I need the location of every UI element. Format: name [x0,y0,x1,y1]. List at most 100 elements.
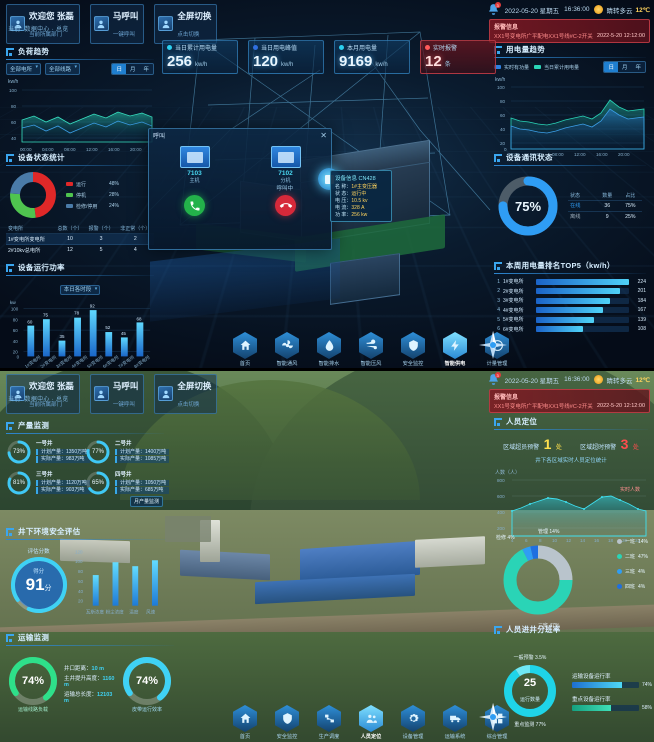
alarm-banner[interactable]: 报警信息 XX1号变电所广平配电XX1号线#C-2开关 2022-5-20 12… [489,389,650,413]
range-segmented[interactable]: 日 月 年 [603,61,646,73]
online-rate-title: 设备通讯状态 [506,153,553,162]
account-chip-1[interactable]: 马呼叫 一键呼叫 [89,4,145,44]
kpi-card-daily-usage[interactable]: 当日累计用电量 256 kw/h [162,40,238,74]
vehicle-bar-row: 运输设备运行率 74% [572,672,652,688]
widget-title: 设备通讯状态 [494,152,646,163]
nav-item-home[interactable]: 首页 [228,332,262,367]
nav-item-personnel[interactable]: 人员定位 [354,705,388,740]
personnel-chart: 人数（人） 800 600 400 200 实时人数 4 6 [495,469,647,543]
account-chip-0[interactable]: 欢迎您 张磊 当前所属部门 [6,374,80,414]
account-chip-2[interactable]: 全屏切换 点击切换 [154,374,218,414]
legend-label: 四班 [624,584,635,590]
bar-series: 60 75 35 78 92 52 45 68 [27,304,144,357]
range-month[interactable]: 月 [125,64,140,74]
header-time: 16:36:00 [564,6,590,13]
nav-item-compressed-air[interactable]: 智能压风 [354,332,388,367]
rank-value: 139 [637,316,646,323]
table-row[interactable]: 离线 9 25% [568,210,642,222]
nav-label: 安全监控 [402,361,424,367]
svg-text:40: 40 [500,127,506,132]
answer-call-button[interactable] [184,195,205,216]
nav-item-equipment[interactable]: 设备管理 [396,705,430,740]
nav-item-drainage[interactable]: 智能排水 [312,332,346,367]
call-endpoint-right[interactable]: 7102 分机 [270,146,301,184]
rank-row[interactable]: 4 4#变电所 167 [494,307,646,314]
range-year[interactable]: 年 [139,64,153,74]
kpi-unit: kw/h [281,62,294,68]
notification-bell-icon[interactable]: 3 [487,2,501,16]
team-bottom-label: 三班 47% [538,623,560,629]
range-month[interactable]: 月 [617,62,632,72]
output-gauge-2[interactable]: 81% 三号井 计划产量：1120万吨 实际产量：903万吨 [6,470,90,496]
title-marker-icon [6,527,14,536]
close-icon[interactable]: ✕ [320,130,327,140]
filter-line[interactable]: 全部线路 [45,63,81,75]
svg-text:40: 40 [11,136,17,141]
account-chip-0[interactable]: 欢迎您 张磊 当前所属部门 [6,4,80,44]
output-gauge-0[interactable]: 73% 一号井 计划产量：1350万吨 实际产量：983万吨 [6,439,91,465]
top-dashboard-panel: 欢迎您 张磊 当前所属部门 马呼叫 一键呼叫 全屏切换 [0,0,654,369]
office-building [415,536,485,568]
kpi-card-realtime-alarms[interactable]: 实时报警 12 条 [420,40,496,74]
svg-text:200: 200 [497,526,505,531]
rank-value: 167 [637,307,646,313]
rank-row[interactable]: 3 3#变电所 184 [494,297,646,304]
table-row[interactable]: 2#10kv总电所 12 5 4 [6,244,154,255]
gauge-pct: 65% [91,480,104,486]
title-rule [6,59,154,60]
svg-text:16:00: 16:00 [108,147,120,152]
call-endpoint-left[interactable]: 7103 主机 [179,146,210,184]
range-day[interactable]: 日 [112,64,126,74]
kpi-card-daily-peak[interactable]: 当日用电峰值 120 kw/h [248,40,324,74]
notification-bell-icon[interactable]: 3 [487,372,501,386]
nav-item-power[interactable]: 智能供电 [438,332,472,367]
svg-text:60: 60 [27,319,32,324]
output-float-badge[interactable]: 月产量监测 [130,496,164,507]
alarm-banner[interactable]: 报警信息 XX1号变电所广平配电XX1号线#C-2开关 2022-5-20 12… [489,19,650,43]
title-rule [494,57,646,58]
gauge-row: 计划产量：1120万吨 [36,480,90,487]
online-rate-value: 75% [514,198,542,214]
nav-item-safety[interactable]: 安全监控 [396,332,430,367]
rank-row[interactable]: 1 1#变电所 224 [494,278,646,285]
legend-item-realtime: 实时有功量 [494,64,529,71]
account-chip-1[interactable]: 马呼叫 一键呼叫 [89,374,145,414]
svg-text:瓦斯浓度: 瓦斯浓度 [86,609,105,616]
table-row[interactable]: 1#变电所变电所 10 3 2 [6,233,154,245]
env-gauge-caption: 评估分数 [27,549,50,555]
filter-substation[interactable]: 全部电所 [6,63,42,75]
device-power-widget: 设备运行功率 本日各时段 kw 100 80 60 40 200 60 75 [6,262,154,369]
personnel-title: 人员定位 [506,417,538,426]
legend-value: 14% [637,538,648,545]
svg-text:08:00: 08:00 [64,147,76,152]
nav-item-production[interactable]: 生产调度 [312,705,346,740]
top-header-accounts: 欢迎您 张磊 当前所属部门 马呼叫 一键呼叫 全屏切换 [6,4,218,44]
range-day[interactable]: 日 [604,62,618,72]
nav-item-safety[interactable]: 安全监控 [270,705,304,740]
title-rule [6,275,154,276]
range-segmented[interactable]: 日 月 年 [111,63,154,75]
transport-gauge-left: 74% 运输线路负载 [6,654,60,713]
nav-item-transport[interactable]: 运输系统 [438,705,472,740]
nav-item-ventilation[interactable]: 智能通风 [270,332,304,367]
output-gauge-1[interactable]: 77% 二号井 计划产量：1400万吨 实际产量：1085万吨 [85,439,170,465]
bottom-bottom-nav: 首页 安全监控 生产调度 人员定位 设备管理 运输系统 综合管理 [228,705,514,740]
legend-label: 实时有功量 [504,64,530,71]
stat-value: 1 [543,436,552,452]
range-year[interactable]: 年 [631,62,645,72]
alarm-message: XX1号变电所广平配电XX1号线#C-2开关 [494,404,593,410]
account-chip-2[interactable]: 全屏切换 点击切换 [154,4,218,44]
kpi-card-monthly-usage[interactable]: 本月用电量 9169 kw/h [334,40,410,74]
rank-row[interactable]: 6 6#变电所 108 [494,326,646,333]
filter-period[interactable]: 本日各时段 [59,285,101,295]
panel-divider [0,368,654,371]
output-title: 产量监测 [18,421,50,430]
table-row[interactable]: 在线 36 75% [568,199,642,211]
hangup-call-button[interactable] [275,195,296,216]
rank-row[interactable]: 2 2#变电所 201 [494,288,646,295]
rank-row[interactable]: 5 5#变电所 139 [494,316,646,323]
output-gauge-3[interactable]: 65% 四号井 计划产量：1050万吨 实际产量：685万吨 [85,470,170,496]
svg-text:14: 14 [580,538,586,543]
gauge-row: 实际产量：983万吨 [36,456,91,463]
nav-item-home[interactable]: 首页 [228,705,262,740]
